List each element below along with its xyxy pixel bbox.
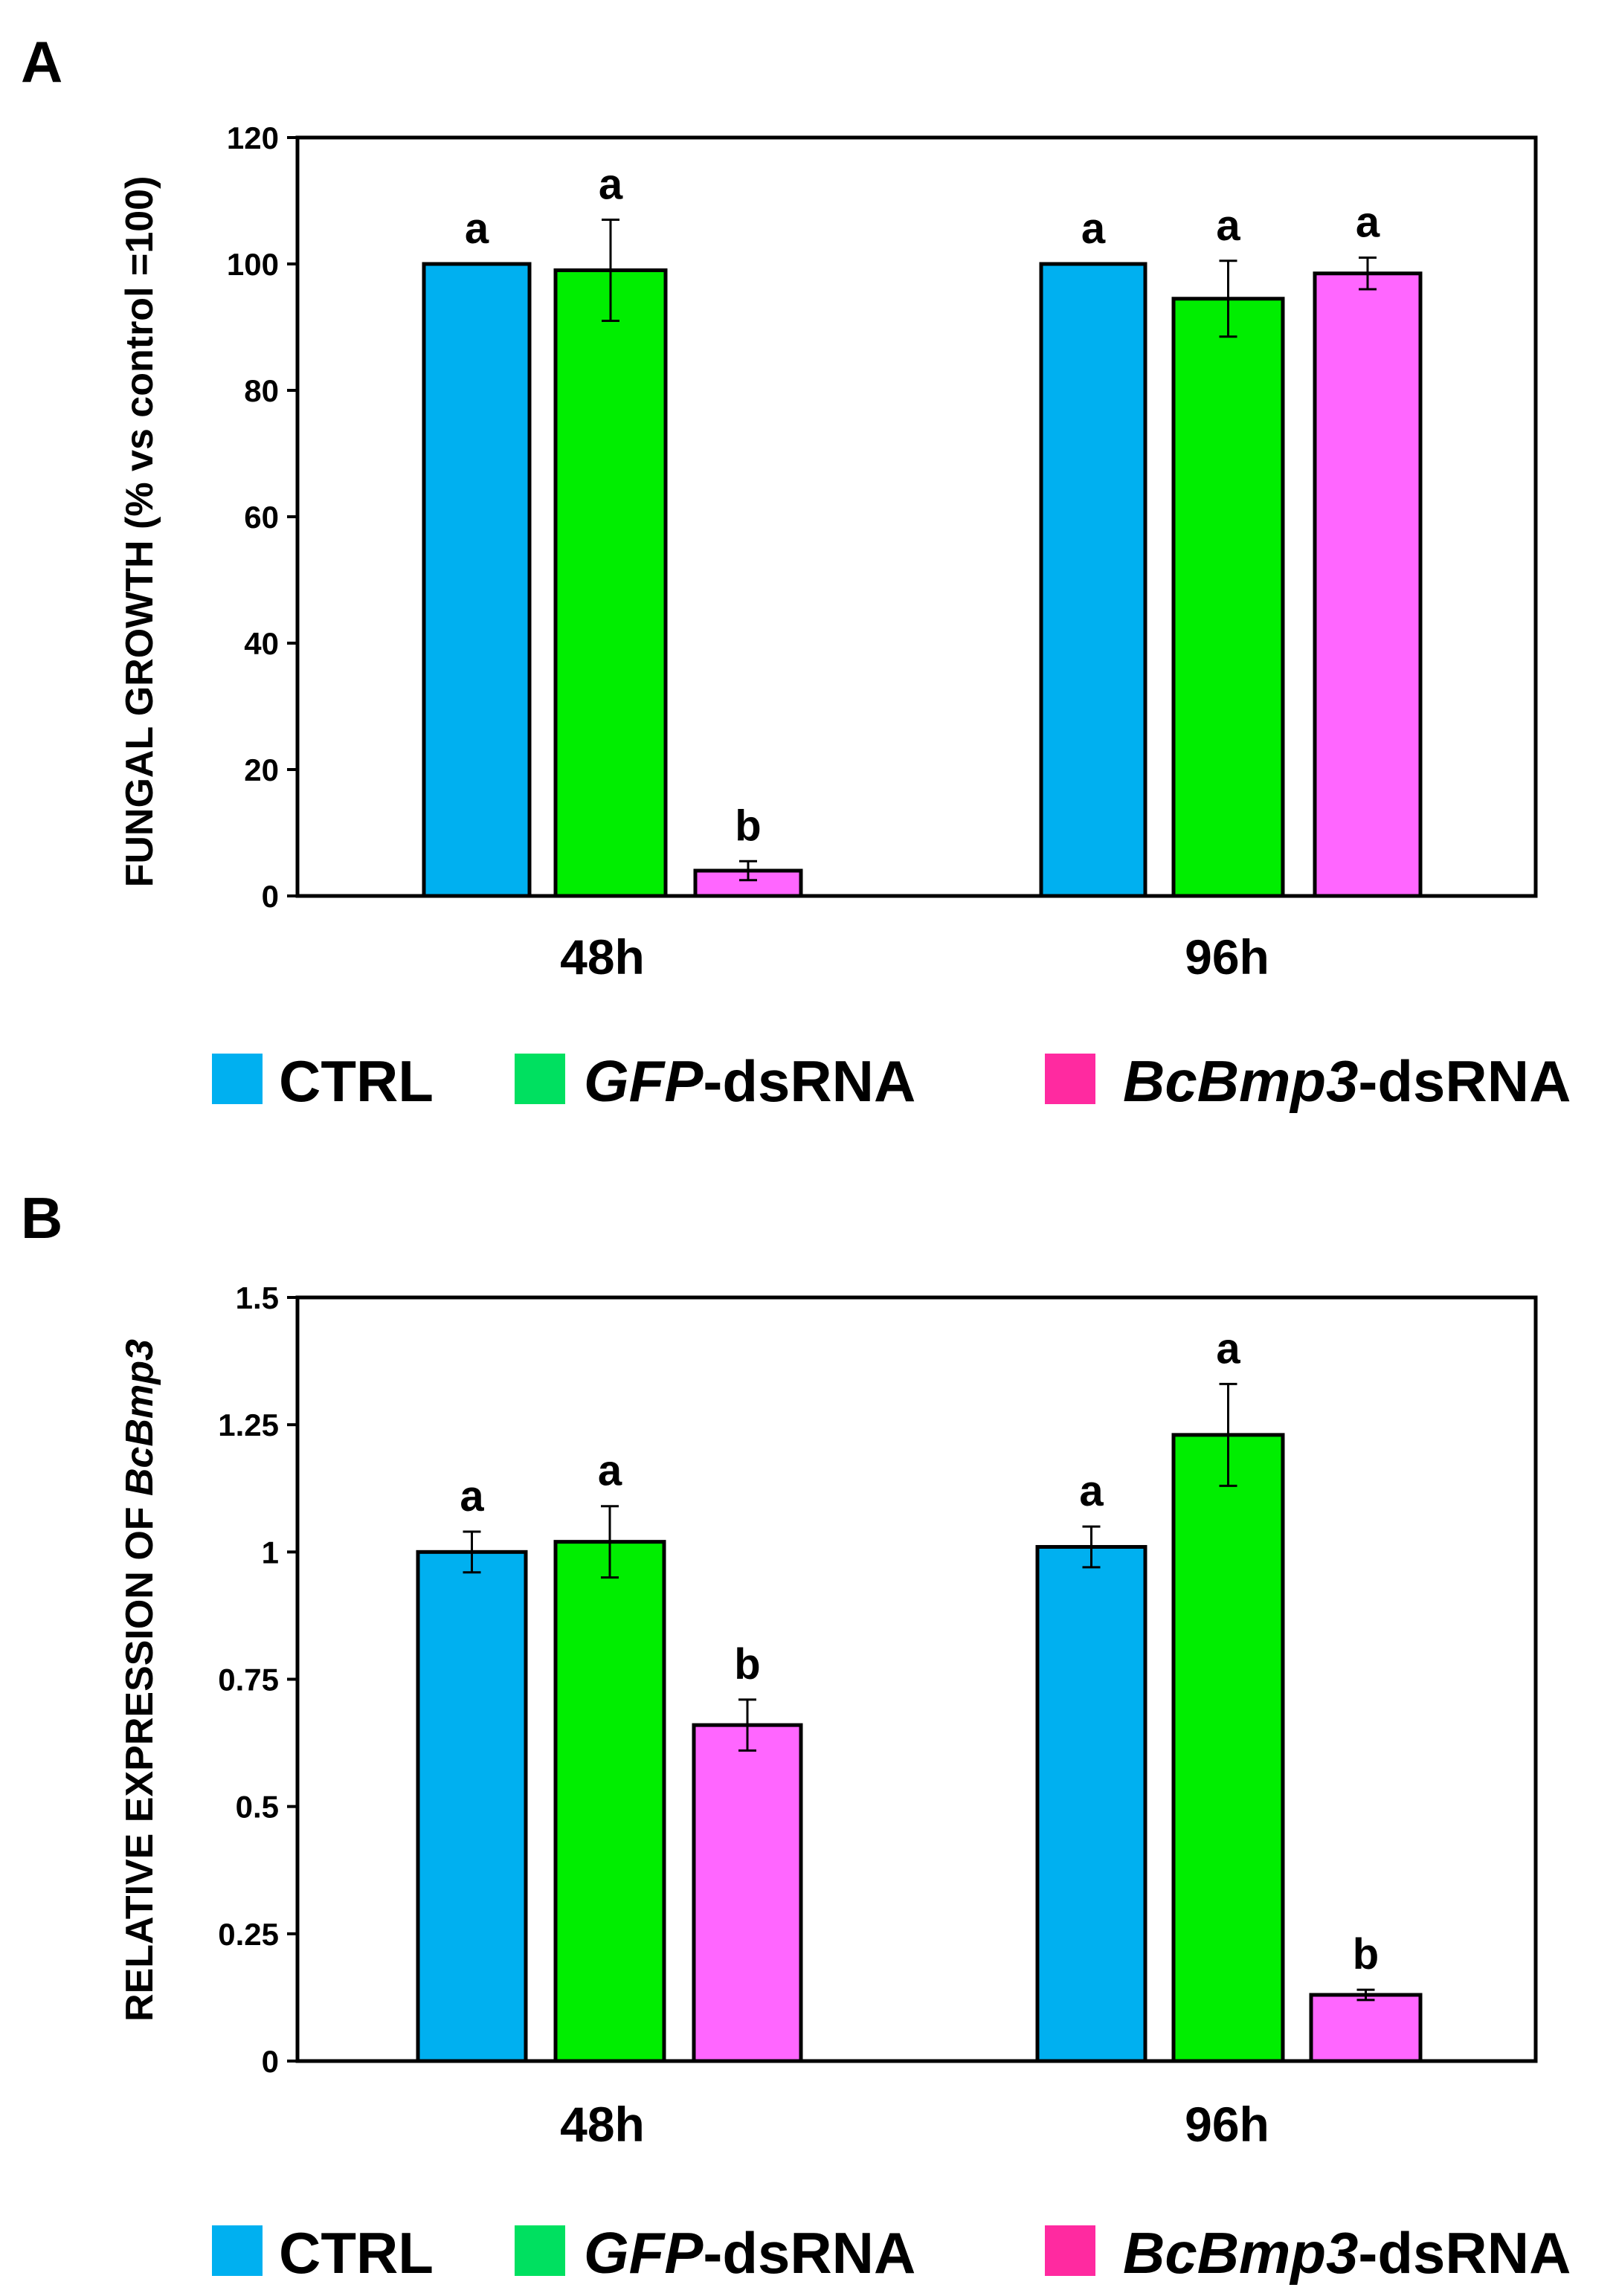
panel-a-letter: A: [21, 29, 62, 94]
legend-a-bcbmp3: BcBmp3-dsRNA: [1045, 1048, 1571, 1114]
panel-b-y-axis-title: RELATIVE EXPRESSION OF BcBmp3: [118, 1339, 161, 2022]
bar-bcbmp3-dsrna-96h: [1309, 1993, 1423, 2063]
legend-b-ctrl: CTRL: [212, 2220, 434, 2286]
panel-b-y-ticks: 0 0.25 0.5 0.75 1 1.25 1.5: [218, 1280, 297, 2079]
legend-b-gfp-swatch: [515, 2225, 565, 2276]
panel-a-legend: CTRL GFP-dsRNA BcBmp3-dsRNA: [212, 1048, 1571, 1114]
legend-a-gfp: GFP-dsRNA: [515, 1048, 915, 1114]
y-tick-label: 1.5: [236, 1280, 279, 1315]
bar-ctrl-48h: [422, 262, 532, 898]
legend-b-bcbmp3-swatch: [1045, 2225, 1095, 2276]
panel-b-error-bars: [463, 1382, 1375, 2002]
y-tick-label: 80: [244, 373, 279, 408]
panel-b-plot-frame: [295, 1295, 1538, 2063]
significance-bcbmp3-dsrna-48h: b: [735, 802, 761, 850]
bar-gfp-dsrna-96h: [1171, 297, 1285, 898]
panel-a-bars: [422, 262, 1423, 898]
panel-b-category-96h: 96h: [1185, 2097, 1269, 2152]
significance-gfp-dsrna-48h: a: [599, 161, 623, 209]
legend-a-bcbmp3-swatch: [1045, 1054, 1095, 1104]
y-tick-label: 120: [227, 120, 279, 155]
legend-a-gfp-label: GFP-dsRNA: [584, 1048, 915, 1114]
panel-b-category-48h: 48h: [560, 2097, 645, 2152]
legend-a-ctrl-label: CTRL: [279, 1048, 434, 1114]
legend-b-ctrl-label: CTRL: [279, 2220, 434, 2286]
bar-gfp-dsrna-96h: [1171, 1433, 1285, 2063]
y-tick-label: 0.5: [236, 1790, 279, 1825]
y-tick-label: 0: [262, 2044, 279, 2079]
y-tick-label: 1: [262, 1535, 279, 1570]
bar-gfp-dsrna-48h: [553, 268, 668, 898]
legend-a-bcbmp3-label: BcBmp3-dsRNA: [1123, 1048, 1571, 1114]
legend-b-gfp: GFP-dsRNA: [515, 2220, 915, 2286]
panel-a-chart: A FUNGAL GROWTH (% vs control =100) 0 20 4…: [21, 29, 1538, 984]
y-tick-label: 0.75: [218, 1663, 279, 1697]
bar-ctrl-96h: [1039, 262, 1147, 898]
bar-gfp-dsrna-48h: [553, 1540, 666, 2063]
panel-a-category-96h: 96h: [1185, 929, 1269, 984]
bar-bcbmp3-dsrna-96h: [1313, 271, 1423, 898]
bar-ctrl-48h: [416, 1550, 528, 2063]
panel-b-chart: B RELATIVE EXPRESSION OF BcBmp3 0 0.25 0.5…: [21, 1185, 1538, 2152]
y-tick-label: 40: [244, 626, 279, 661]
legend-b-ctrl-swatch: [212, 2225, 263, 2276]
legend-b-gfp-label: GFP-dsRNA: [584, 2220, 915, 2286]
y-tick-label: 60: [244, 500, 279, 535]
panel-a-category-48h: 48h: [560, 929, 645, 984]
legend-b-bcbmp3-label: BcBmp3-dsRNA: [1123, 2220, 1571, 2286]
legend-a-gfp-swatch: [515, 1054, 565, 1104]
panel-a-plot-frame: [295, 135, 1538, 898]
significance-gfp-dsrna-48h: a: [598, 1447, 622, 1495]
significance-gfp-dsrna-96h: a: [1216, 201, 1240, 250]
significance-bcbmp3-dsrna-48h: b: [734, 1640, 760, 1689]
panel-b-significance-labels: a a b a a b: [460, 1324, 1379, 1979]
panel-a-y-axis-title: FUNGAL GROWTH (% vs control =100): [118, 176, 161, 888]
y-tick-label: 20: [244, 752, 279, 787]
panel-b-bars: [416, 1433, 1423, 2063]
y-tick-label: 1.25: [218, 1407, 279, 1442]
panel-b-legend: CTRL GFP-dsRNA BcBmp3-dsRNA: [212, 2220, 1571, 2286]
y-tick-label: 0.25: [218, 1917, 279, 1952]
y-tick-label: 100: [227, 247, 279, 282]
significance-ctrl-96h: a: [1079, 1467, 1104, 1515]
significance-ctrl-48h: a: [460, 1472, 484, 1521]
legend-b-bcbmp3: BcBmp3-dsRNA: [1045, 2220, 1571, 2286]
panel-a-y-ticks: 0 20 40 60 80 100 120: [227, 120, 297, 914]
y-tick-label: 0: [262, 879, 279, 914]
legend-a-ctrl: CTRL: [212, 1048, 434, 1114]
panel-a-significance-labels: a a b a a a: [465, 161, 1380, 851]
panel-a-error-bars: [602, 219, 1377, 882]
bar-ctrl-96h: [1035, 1544, 1147, 2063]
panel-b-letter: B: [21, 1185, 62, 1251]
legend-a-ctrl-swatch: [212, 1054, 263, 1104]
significance-ctrl-48h: a: [465, 204, 489, 253]
significance-bcbmp3-dsrna-96h: b: [1353, 1930, 1379, 1979]
significance-bcbmp3-dsrna-96h: a: [1356, 199, 1380, 247]
significance-ctrl-96h: a: [1081, 204, 1106, 253]
bar-bcbmp3-dsrna-48h: [692, 1723, 803, 2063]
significance-gfp-dsrna-96h: a: [1216, 1324, 1240, 1373]
